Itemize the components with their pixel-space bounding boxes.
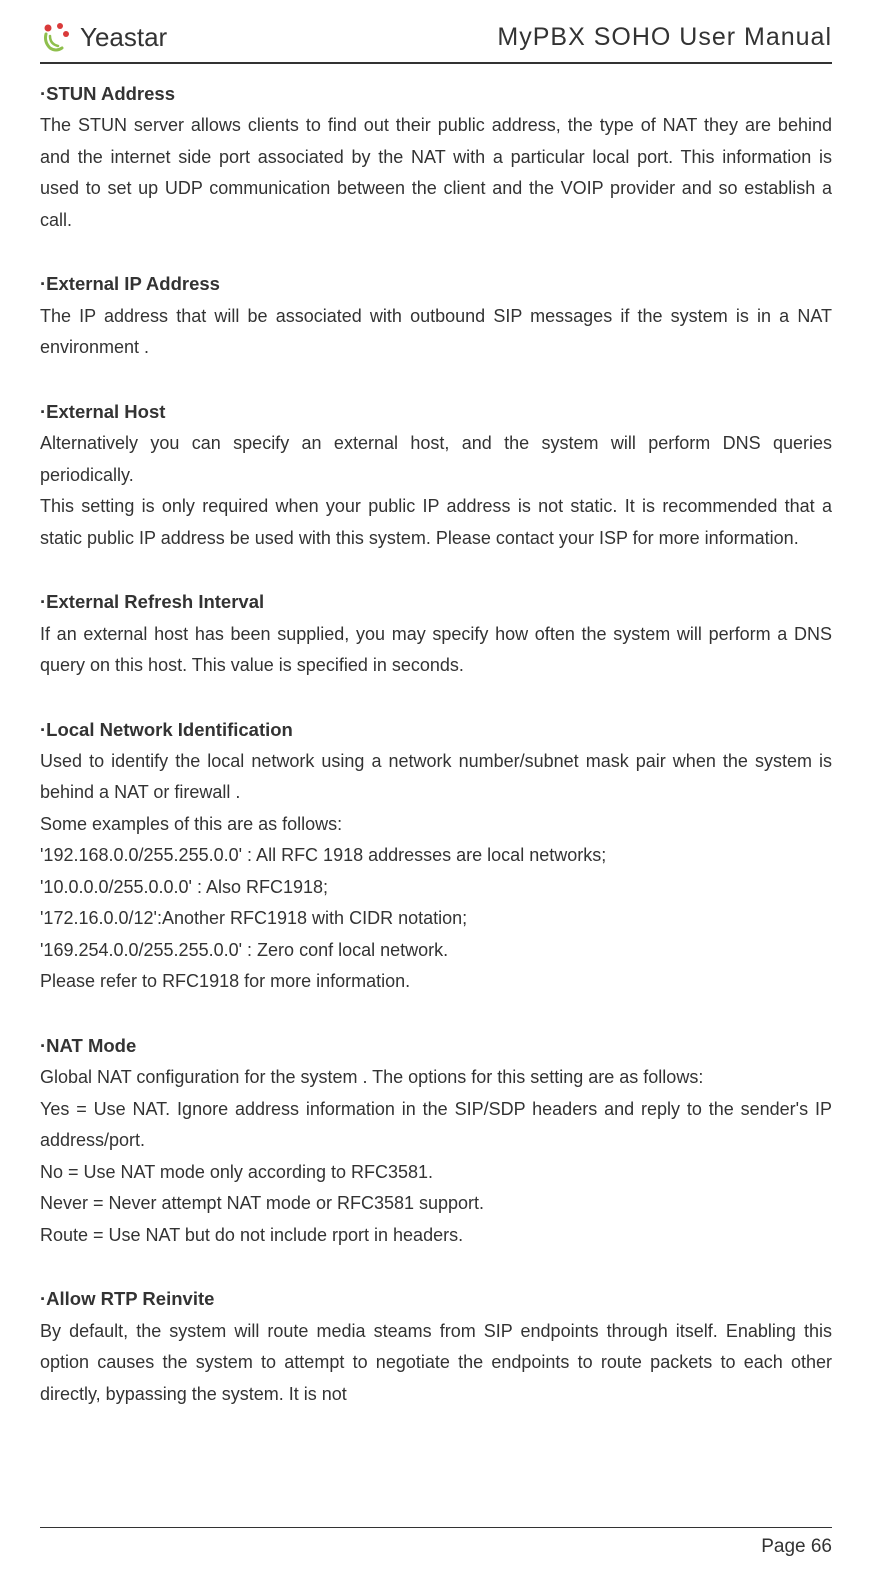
body-text: By default, the system will route media … xyxy=(40,1316,832,1411)
section-heading: ·NAT Mode xyxy=(40,1030,832,1062)
body-text: Yes = Use NAT. Ignore address informatio… xyxy=(40,1094,832,1157)
body-text: '172.16.0.0/12':Another RFC1918 with CID… xyxy=(40,903,832,935)
body-text: Used to identify the local network using… xyxy=(40,746,832,809)
body-text: No = Use NAT mode only according to RFC3… xyxy=(40,1157,832,1189)
body-text: Route = Use NAT but do not include rport… xyxy=(40,1220,832,1252)
section-heading: ·Allow RTP Reinvite xyxy=(40,1283,832,1315)
body-text: Never = Never attempt NAT mode or RFC358… xyxy=(40,1188,832,1220)
page-number: Page 66 xyxy=(761,1536,832,1557)
section-heading: ·STUN Address xyxy=(40,78,832,110)
body-text: The IP address that will be associated w… xyxy=(40,301,832,364)
logo-icon xyxy=(40,20,74,54)
body-text: The STUN server allows clients to find o… xyxy=(40,110,832,236)
section-heading: ·External IP Address xyxy=(40,268,832,300)
page-footer: Page 66 xyxy=(40,1527,832,1558)
section-heading: ·External Host xyxy=(40,396,832,428)
content-area: ·STUN Address The STUN server allows cli… xyxy=(40,78,832,1410)
body-text: Global NAT configuration for the system … xyxy=(40,1062,832,1094)
body-text: Please refer to RFC1918 for more informa… xyxy=(40,966,832,998)
body-text: Alternatively you can specify an externa… xyxy=(40,428,832,491)
page-container: Yeastar MyPBX SOHO User Manual ·STUN Add… xyxy=(0,0,872,1430)
section-heading: ·Local Network Identification xyxy=(40,714,832,746)
body-text: If an external host has been supplied, y… xyxy=(40,619,832,682)
body-text: '192.168.0.0/255.255.0.0' : All RFC 1918… xyxy=(40,840,832,872)
logo: Yeastar xyxy=(40,20,167,54)
body-text: '10.0.0.0/255.0.0.0' : Also RFC1918; xyxy=(40,872,832,904)
body-text: '169.254.0.0/255.255.0.0' : Zero conf lo… xyxy=(40,935,832,967)
section-heading: ·External Refresh Interval xyxy=(40,586,832,618)
manual-title: MyPBX SOHO User Manual xyxy=(497,23,832,52)
body-text: This setting is only required when your … xyxy=(40,491,832,554)
body-text: Some examples of this are as follows: xyxy=(40,809,832,841)
page-header: Yeastar MyPBX SOHO User Manual xyxy=(40,20,832,64)
logo-text: Yeastar xyxy=(80,22,167,53)
